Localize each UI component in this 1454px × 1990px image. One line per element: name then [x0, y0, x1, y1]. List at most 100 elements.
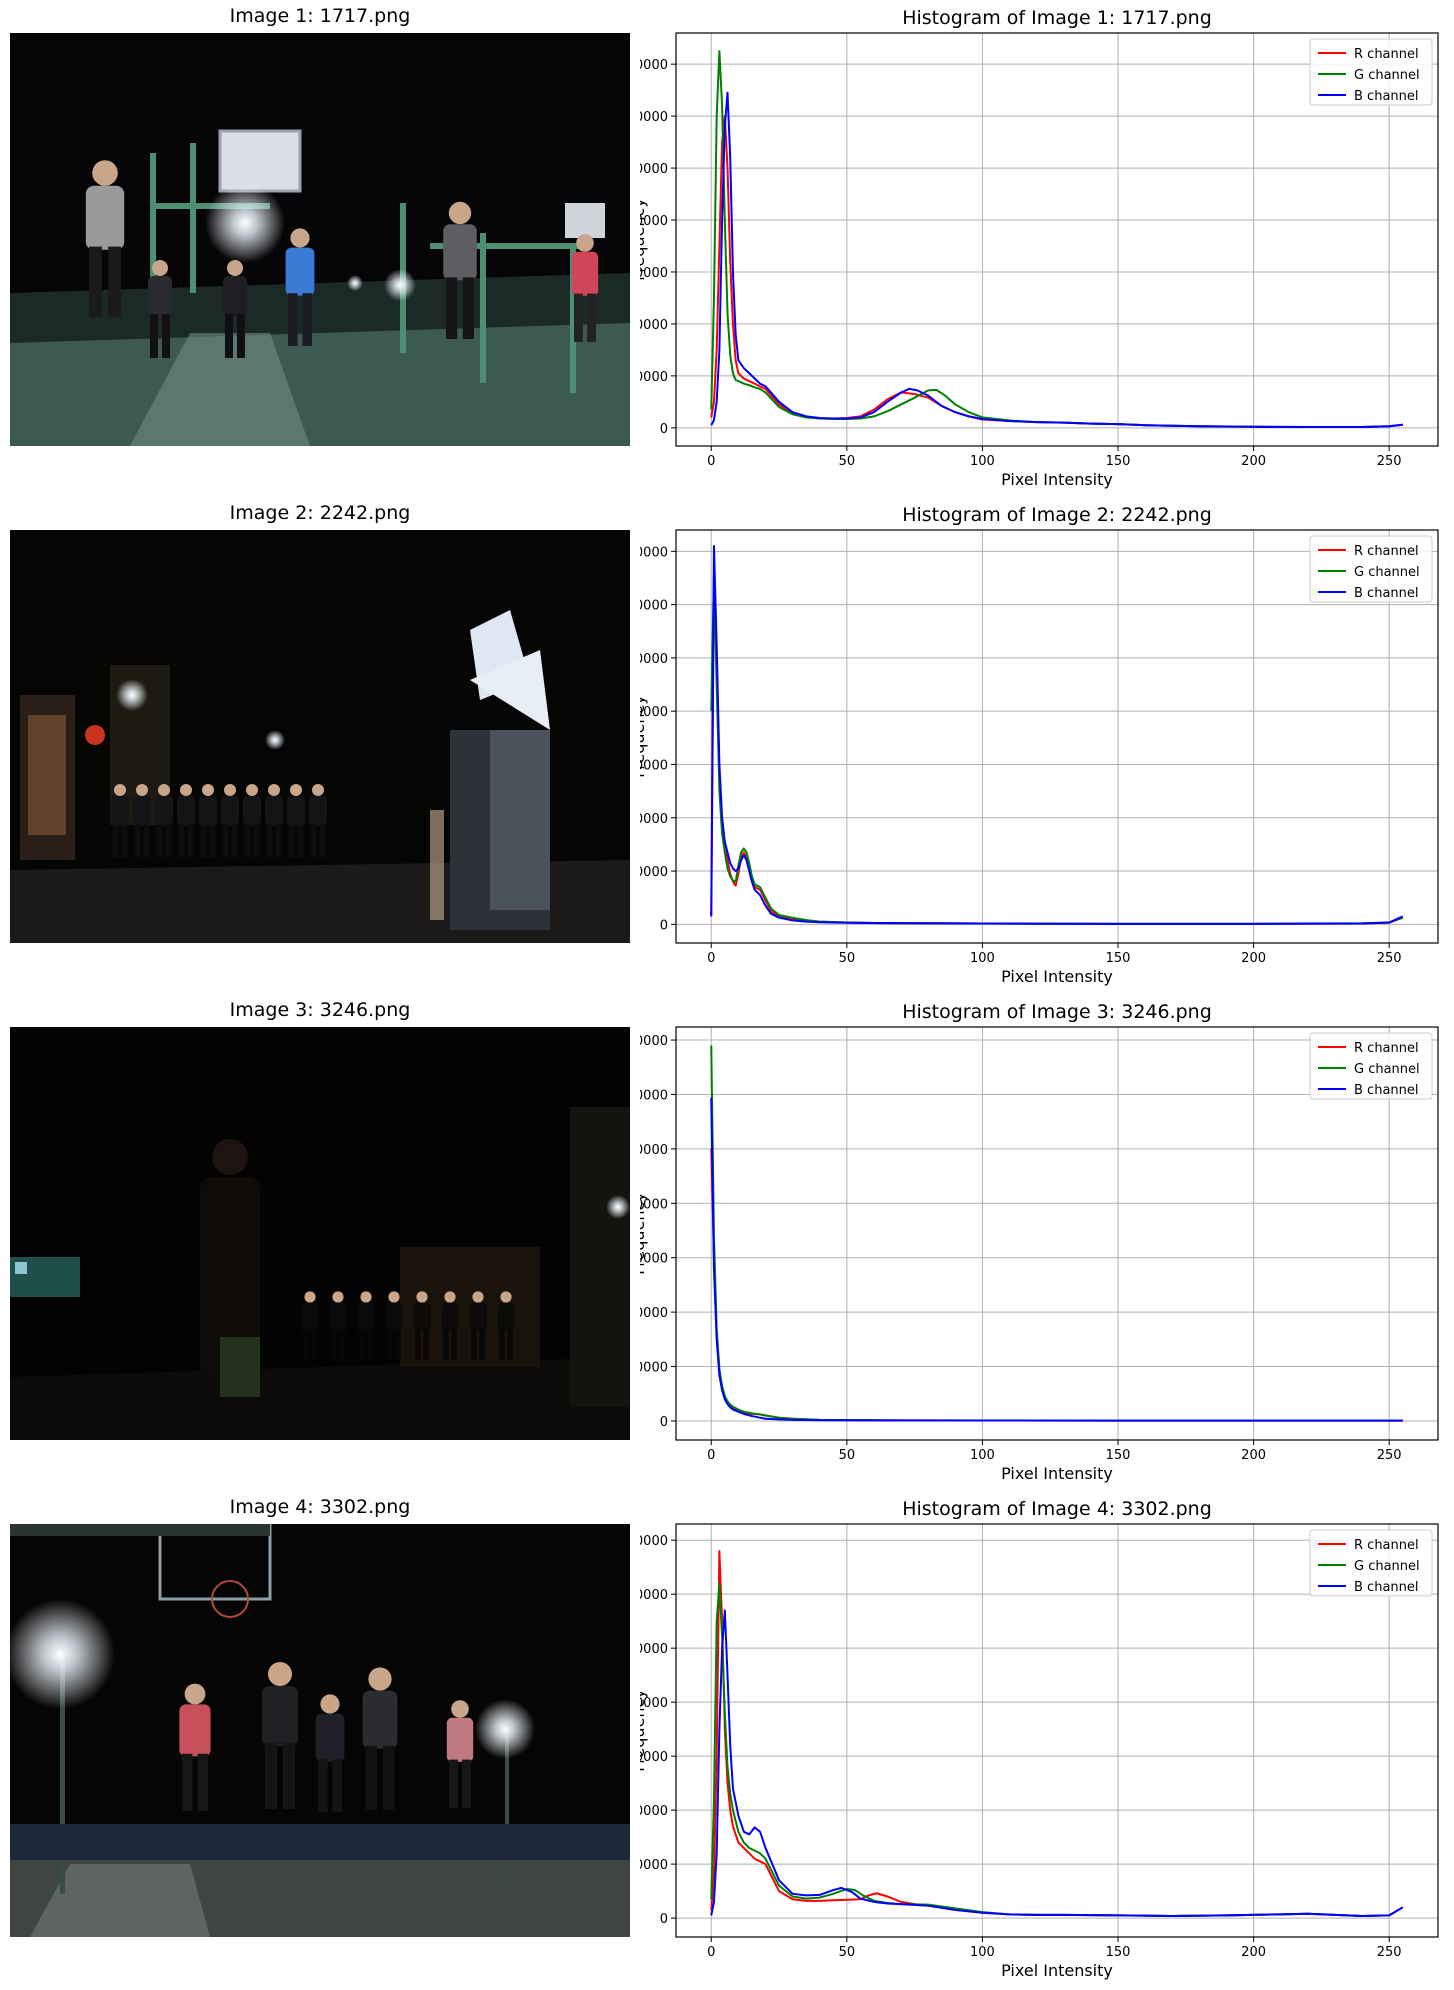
histogram-svg: Histogram of Image 4: 3302.png 0 50 100 150 2… — [640, 1498, 1439, 1980]
histogram-svg: Histogram of Image 2: 2242.png 0 50 100 150 2… — [640, 504, 1439, 986]
figure-row: Image 2: 2242.png Histogram of Image 2: … — [0, 497, 1454, 994]
y-tick-label: 100000 — [640, 1306, 668, 1321]
histogram-svg: Histogram of Image 3: 3246.png 0 50 100 150 2… — [640, 1001, 1439, 1483]
series-line-b — [710, 1097, 1403, 1422]
x-axis-label: Pixel Intensity — [1001, 470, 1113, 489]
x-tick-label: 250 — [1377, 1448, 1402, 1463]
y-tick-label: 40000 — [640, 812, 668, 827]
series-line-g — [710, 1045, 1403, 1422]
axes-frame — [675, 1523, 1439, 1938]
series-line-b — [710, 544, 1404, 925]
legend-entry: G channel — [1354, 1559, 1420, 1574]
y-tick-label: 80000 — [640, 705, 668, 720]
x-tick-label: 0 — [707, 951, 715, 966]
legend-entry: G channel — [1354, 565, 1420, 580]
y-tick-label: 60000 — [640, 1588, 668, 1603]
y-tick-label: 0 — [660, 918, 668, 933]
histogram-chart: Histogram of Image 2: 2242.png 0 50 100 150 2… — [640, 497, 1454, 994]
image-panel — [10, 1027, 630, 1440]
x-tick-label: 250 — [1377, 454, 1402, 469]
series-line-g — [710, 1582, 1404, 1917]
y-tick-label: 20000 — [640, 318, 668, 333]
legend-entry: B channel — [1354, 1580, 1419, 1595]
legend-entry: B channel — [1354, 89, 1419, 104]
x-tick-label: 100 — [970, 1448, 995, 1463]
x-tick-label: 50 — [839, 1945, 856, 1960]
image-title: Image 4: 3302.png — [229, 1496, 411, 1518]
x-axis-label: Pixel Intensity — [1001, 1961, 1113, 1980]
x-tick-label: 50 — [839, 454, 856, 469]
legend-entry: G channel — [1354, 1062, 1420, 1077]
image-panel — [10, 1524, 630, 1937]
y-tick-label: 140000 — [640, 545, 668, 560]
x-tick-label: 50 — [839, 951, 856, 966]
photo-scene — [10, 1027, 630, 1440]
x-tick-label: 250 — [1377, 1945, 1402, 1960]
photo-scene — [10, 530, 630, 943]
photo-scene — [10, 1524, 630, 1937]
y-tick-label: 0 — [660, 1415, 668, 1430]
histogram-svg: Histogram of Image 1: 1717.png 0 50 100 150 2… — [640, 7, 1439, 489]
y-tick-label: 300000 — [640, 1088, 668, 1103]
image-panel — [10, 530, 630, 943]
x-tick-label: 150 — [1106, 454, 1131, 469]
axes-frame — [675, 529, 1439, 944]
y-tick-label: 60000 — [640, 110, 668, 125]
y-tick-label: 30000 — [640, 1750, 668, 1765]
y-tick-label: 70000 — [640, 1534, 668, 1549]
histogram-chart: Histogram of Image 1: 1717.png 0 50 100 150 2… — [640, 0, 1454, 497]
figure-row: Image 4: 3302.png Histogram of Image 4: … — [0, 1491, 1454, 1988]
legend-entry: R channel — [1354, 1041, 1419, 1056]
x-tick-label: 200 — [1241, 951, 1266, 966]
y-tick-label: 10000 — [640, 1858, 668, 1873]
x-tick-label: 0 — [707, 454, 715, 469]
x-tick-label: 200 — [1241, 1945, 1266, 1960]
axes-frame — [675, 32, 1439, 447]
x-tick-label: 250 — [1377, 951, 1402, 966]
x-tick-label: 100 — [970, 951, 995, 966]
y-tick-label: 350000 — [640, 1034, 668, 1049]
series-line-b — [710, 1609, 1404, 1917]
legend: R channel G channel B channel — [1309, 1529, 1433, 1597]
y-axis-label: Frequency — [640, 695, 648, 778]
legend-entry: R channel — [1354, 544, 1419, 559]
figure-row: Image 1: 1717.png Histogram of Image 1: … — [0, 0, 1454, 497]
y-tick-label: 100000 — [640, 652, 668, 667]
legend-entry: G channel — [1354, 68, 1420, 83]
x-tick-label: 150 — [1106, 1448, 1131, 1463]
y-tick-label: 40000 — [640, 1696, 668, 1711]
y-tick-label: 200000 — [640, 1197, 668, 1212]
axes-frame — [675, 1026, 1439, 1441]
histogram-chart: Histogram of Image 4: 3302.png 0 50 100 150 2… — [640, 1491, 1454, 1988]
legend-entry: R channel — [1354, 47, 1419, 62]
image-panel — [10, 33, 630, 446]
x-tick-label: 200 — [1241, 1448, 1266, 1463]
y-axis-label: Frequency — [640, 198, 648, 281]
y-tick-label: 60000 — [640, 758, 668, 773]
y-tick-label: 20000 — [640, 1804, 668, 1819]
x-tick-label: 0 — [707, 1448, 715, 1463]
x-tick-label: 150 — [1106, 1945, 1131, 1960]
x-axis-label: Pixel Intensity — [1001, 1464, 1113, 1483]
image-title: Image 2: 2242.png — [229, 502, 411, 524]
y-tick-label: 0 — [660, 1912, 668, 1927]
series-line-r — [710, 1148, 1403, 1422]
x-tick-label: 100 — [970, 1945, 995, 1960]
figure-row: Image 3: 3246.png Histogram of Image 3: … — [0, 994, 1454, 1491]
chart-title: Histogram of Image 1: 1717.png — [902, 7, 1212, 29]
y-tick-label: 0 — [660, 422, 668, 437]
photo-scene — [10, 33, 630, 446]
series-line-r — [710, 1549, 1404, 1917]
y-tick-label: 70000 — [640, 58, 668, 73]
series-line-b — [710, 91, 1403, 429]
y-tick-label: 40000 — [640, 214, 668, 229]
y-tick-label: 30000 — [640, 266, 668, 281]
histogram-chart: Histogram of Image 3: 3246.png 0 50 100 150 2… — [640, 994, 1454, 1491]
x-tick-label: 0 — [707, 1945, 715, 1960]
y-tick-label: 20000 — [640, 865, 668, 880]
legend: R channel G channel B channel — [1309, 1032, 1433, 1100]
